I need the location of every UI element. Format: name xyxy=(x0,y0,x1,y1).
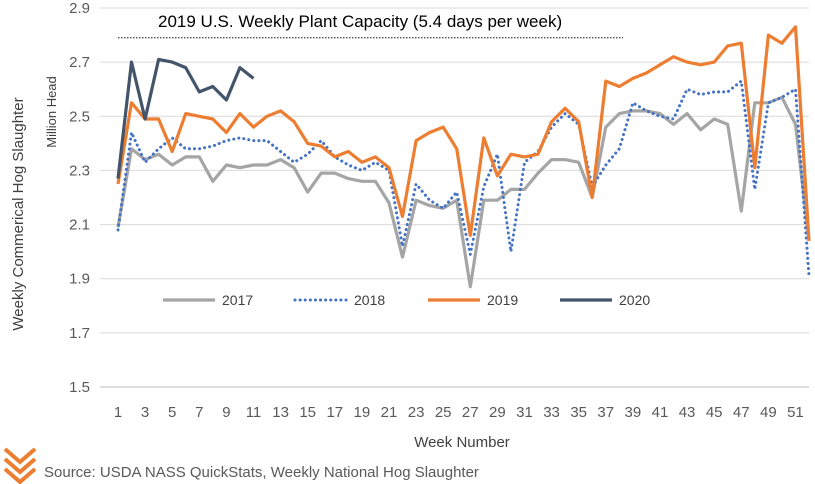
capacity-reference-label: 2019 U.S. Weekly Plant Capacity (5.4 day… xyxy=(158,12,562,31)
gridlines xyxy=(100,7,809,388)
x-tick-label: 3 xyxy=(141,404,149,421)
x-tick-label: 31 xyxy=(516,404,533,421)
x-tick-label: 41 xyxy=(652,404,669,421)
x-tick-label: 29 xyxy=(489,404,506,421)
legend: 2017 2018 2019 2020 xyxy=(163,292,650,308)
x-tick-label: 9 xyxy=(222,404,230,421)
x-tick-label: 23 xyxy=(408,404,425,421)
y-tick-label: 2.1 xyxy=(69,217,90,234)
y-tick-label: 1.9 xyxy=(69,271,90,288)
series-line-2020 xyxy=(116,57,255,179)
legend-label: 2019 xyxy=(487,292,518,308)
y-axis-title: Weekly Commerical Hog Slaughter xyxy=(10,97,27,330)
y-tick-label: 2.9 xyxy=(69,0,90,17)
x-axis-tick-labels: 1 3 5 7 9 11 13 15 17 19 21 23 25 27 29 31 33 35 37 39 41 43 4… xyxy=(114,404,804,421)
x-tick-label: 35 xyxy=(570,404,587,421)
y-tick-label: 1.7 xyxy=(69,325,90,342)
x-tick-label: 11 xyxy=(246,404,262,421)
x-tick-label: 13 xyxy=(272,404,289,421)
source-note: Source: USDA NASS QuickStats, Weekly Nat… xyxy=(44,464,479,481)
chevron-logo-icon xyxy=(3,447,37,484)
y-tick-label: 2.5 xyxy=(69,108,90,125)
x-tick-label: 25 xyxy=(435,404,452,421)
x-tick-label: 43 xyxy=(679,404,696,421)
x-tick-label: 47 xyxy=(733,404,750,421)
y-tick-label: 2.3 xyxy=(69,162,90,179)
y-axis-tick-labels: 1.5 1.7 1.9 2.1 2.3 2.5 2.7 2.9 xyxy=(69,0,90,396)
x-tick-label: 21 xyxy=(381,404,398,421)
y-axis-unit-label: Million Head xyxy=(44,76,59,148)
x-tick-label: 33 xyxy=(543,404,560,421)
x-tick-label: 45 xyxy=(706,404,723,421)
legend-label: 2017 xyxy=(222,292,253,308)
x-tick-label: 1 xyxy=(114,404,122,421)
x-tick-label: 15 xyxy=(299,404,316,421)
legend-label: 2018 xyxy=(354,292,385,308)
x-tick-label: 49 xyxy=(760,404,777,421)
series-line-2019 xyxy=(116,25,811,241)
series-lines xyxy=(116,25,811,289)
legend-label: 2020 xyxy=(619,292,650,308)
series-line-2017 xyxy=(116,95,811,289)
capacity-reference: 2019 U.S. Weekly Plant Capacity (5.4 day… xyxy=(118,12,623,39)
x-tick-label: 5 xyxy=(168,404,176,421)
x-tick-label: 51 xyxy=(787,404,804,421)
x-tick-label: 17 xyxy=(326,404,343,421)
y-tick-label: 1.5 xyxy=(69,379,90,396)
x-tick-label: 39 xyxy=(625,404,642,421)
x-tick-label: 37 xyxy=(597,404,614,421)
y-tick-label: 2.7 xyxy=(69,54,90,71)
x-axis-title: Week Number xyxy=(414,434,510,451)
x-tick-label: 27 xyxy=(462,404,479,421)
x-tick-label: 19 xyxy=(354,404,371,421)
x-tick-label: 7 xyxy=(195,404,203,421)
series-line-2018 xyxy=(116,79,811,278)
